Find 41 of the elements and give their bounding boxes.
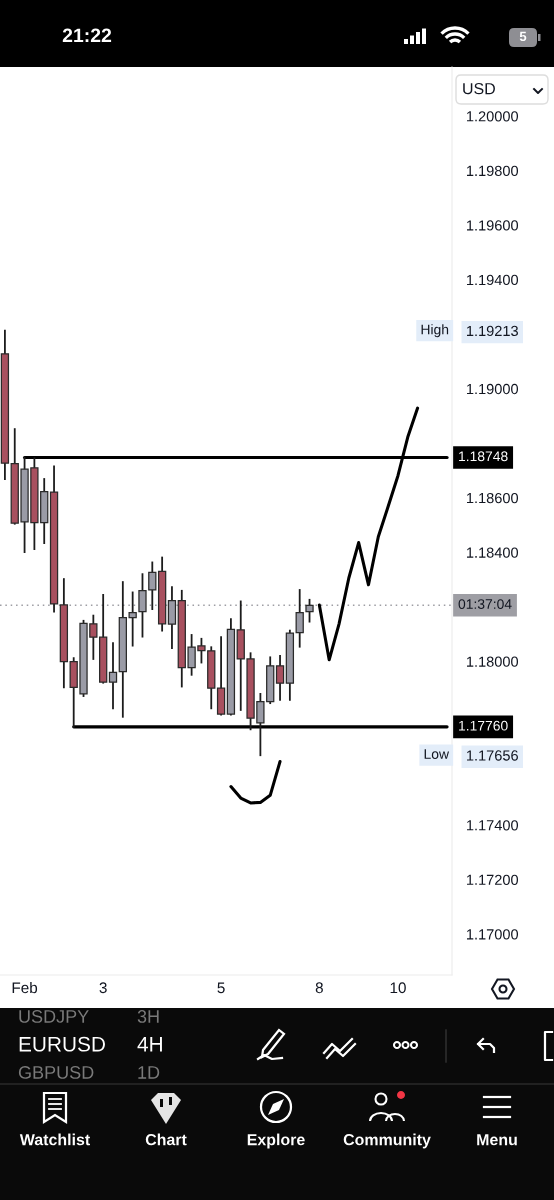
y-tick-label: 1.20000 bbox=[467, 111, 519, 122]
text: 21:22 bbox=[62, 28, 112, 43]
text: Community bbox=[343, 1133, 431, 1149]
x-tick-label: 10 bbox=[390, 982, 406, 994]
x-tick-label: 8 bbox=[315, 982, 323, 994]
text: 5 bbox=[519, 31, 527, 42]
ref-line-label: 01:37:04 bbox=[458, 599, 512, 609]
y-tick-label: 1.19400 bbox=[467, 274, 519, 286]
candlestick bbox=[295, 589, 304, 648]
y-tick-label: 1.19600 bbox=[467, 220, 519, 231]
y-tick-label: 1.17200 bbox=[467, 874, 519, 885]
y-tick-label: 1.18400 bbox=[467, 547, 519, 558]
text: Watchlist bbox=[19, 1133, 90, 1146]
y-tick-label: 1.17400 bbox=[467, 820, 519, 831]
y-tick-label: 1.18000 bbox=[467, 656, 519, 667]
text: Menu bbox=[477, 1134, 517, 1146]
y-tick-label: 1.17000 bbox=[467, 929, 519, 940]
y-tick-label: 1.19000 bbox=[467, 383, 519, 395]
y-tick-label: 1.18600 bbox=[467, 492, 519, 504]
text: 1D bbox=[138, 1066, 160, 1079]
x-tick-label: 3 bbox=[99, 982, 107, 994]
candlestick bbox=[275, 655, 285, 701]
annotation: High bbox=[421, 324, 449, 338]
text: USD bbox=[463, 82, 495, 95]
text: 4H bbox=[137, 1037, 162, 1052]
data-label: 1.17760 bbox=[459, 720, 508, 731]
x-tick-label: Feb bbox=[12, 981, 38, 994]
data-label: 1.18748 bbox=[459, 451, 508, 462]
text: USDJPY bbox=[19, 1010, 89, 1023]
y-tick-label: 1.19800 bbox=[467, 165, 519, 177]
text: EURUSD bbox=[19, 1036, 105, 1052]
text: Explore bbox=[247, 1133, 305, 1149]
candlestick bbox=[108, 642, 118, 710]
x-tick-label: 5 bbox=[217, 982, 225, 994]
text: Chart bbox=[145, 1133, 187, 1146]
line-series bbox=[229, 759, 282, 805]
text: GBPUSD bbox=[18, 1066, 94, 1079]
y-tick-label: 1.19213 bbox=[467, 325, 518, 337]
y-tick-label: 1.17656 bbox=[467, 750, 518, 761]
text: 3H bbox=[137, 1010, 159, 1023]
annotation: Low bbox=[424, 749, 450, 759]
